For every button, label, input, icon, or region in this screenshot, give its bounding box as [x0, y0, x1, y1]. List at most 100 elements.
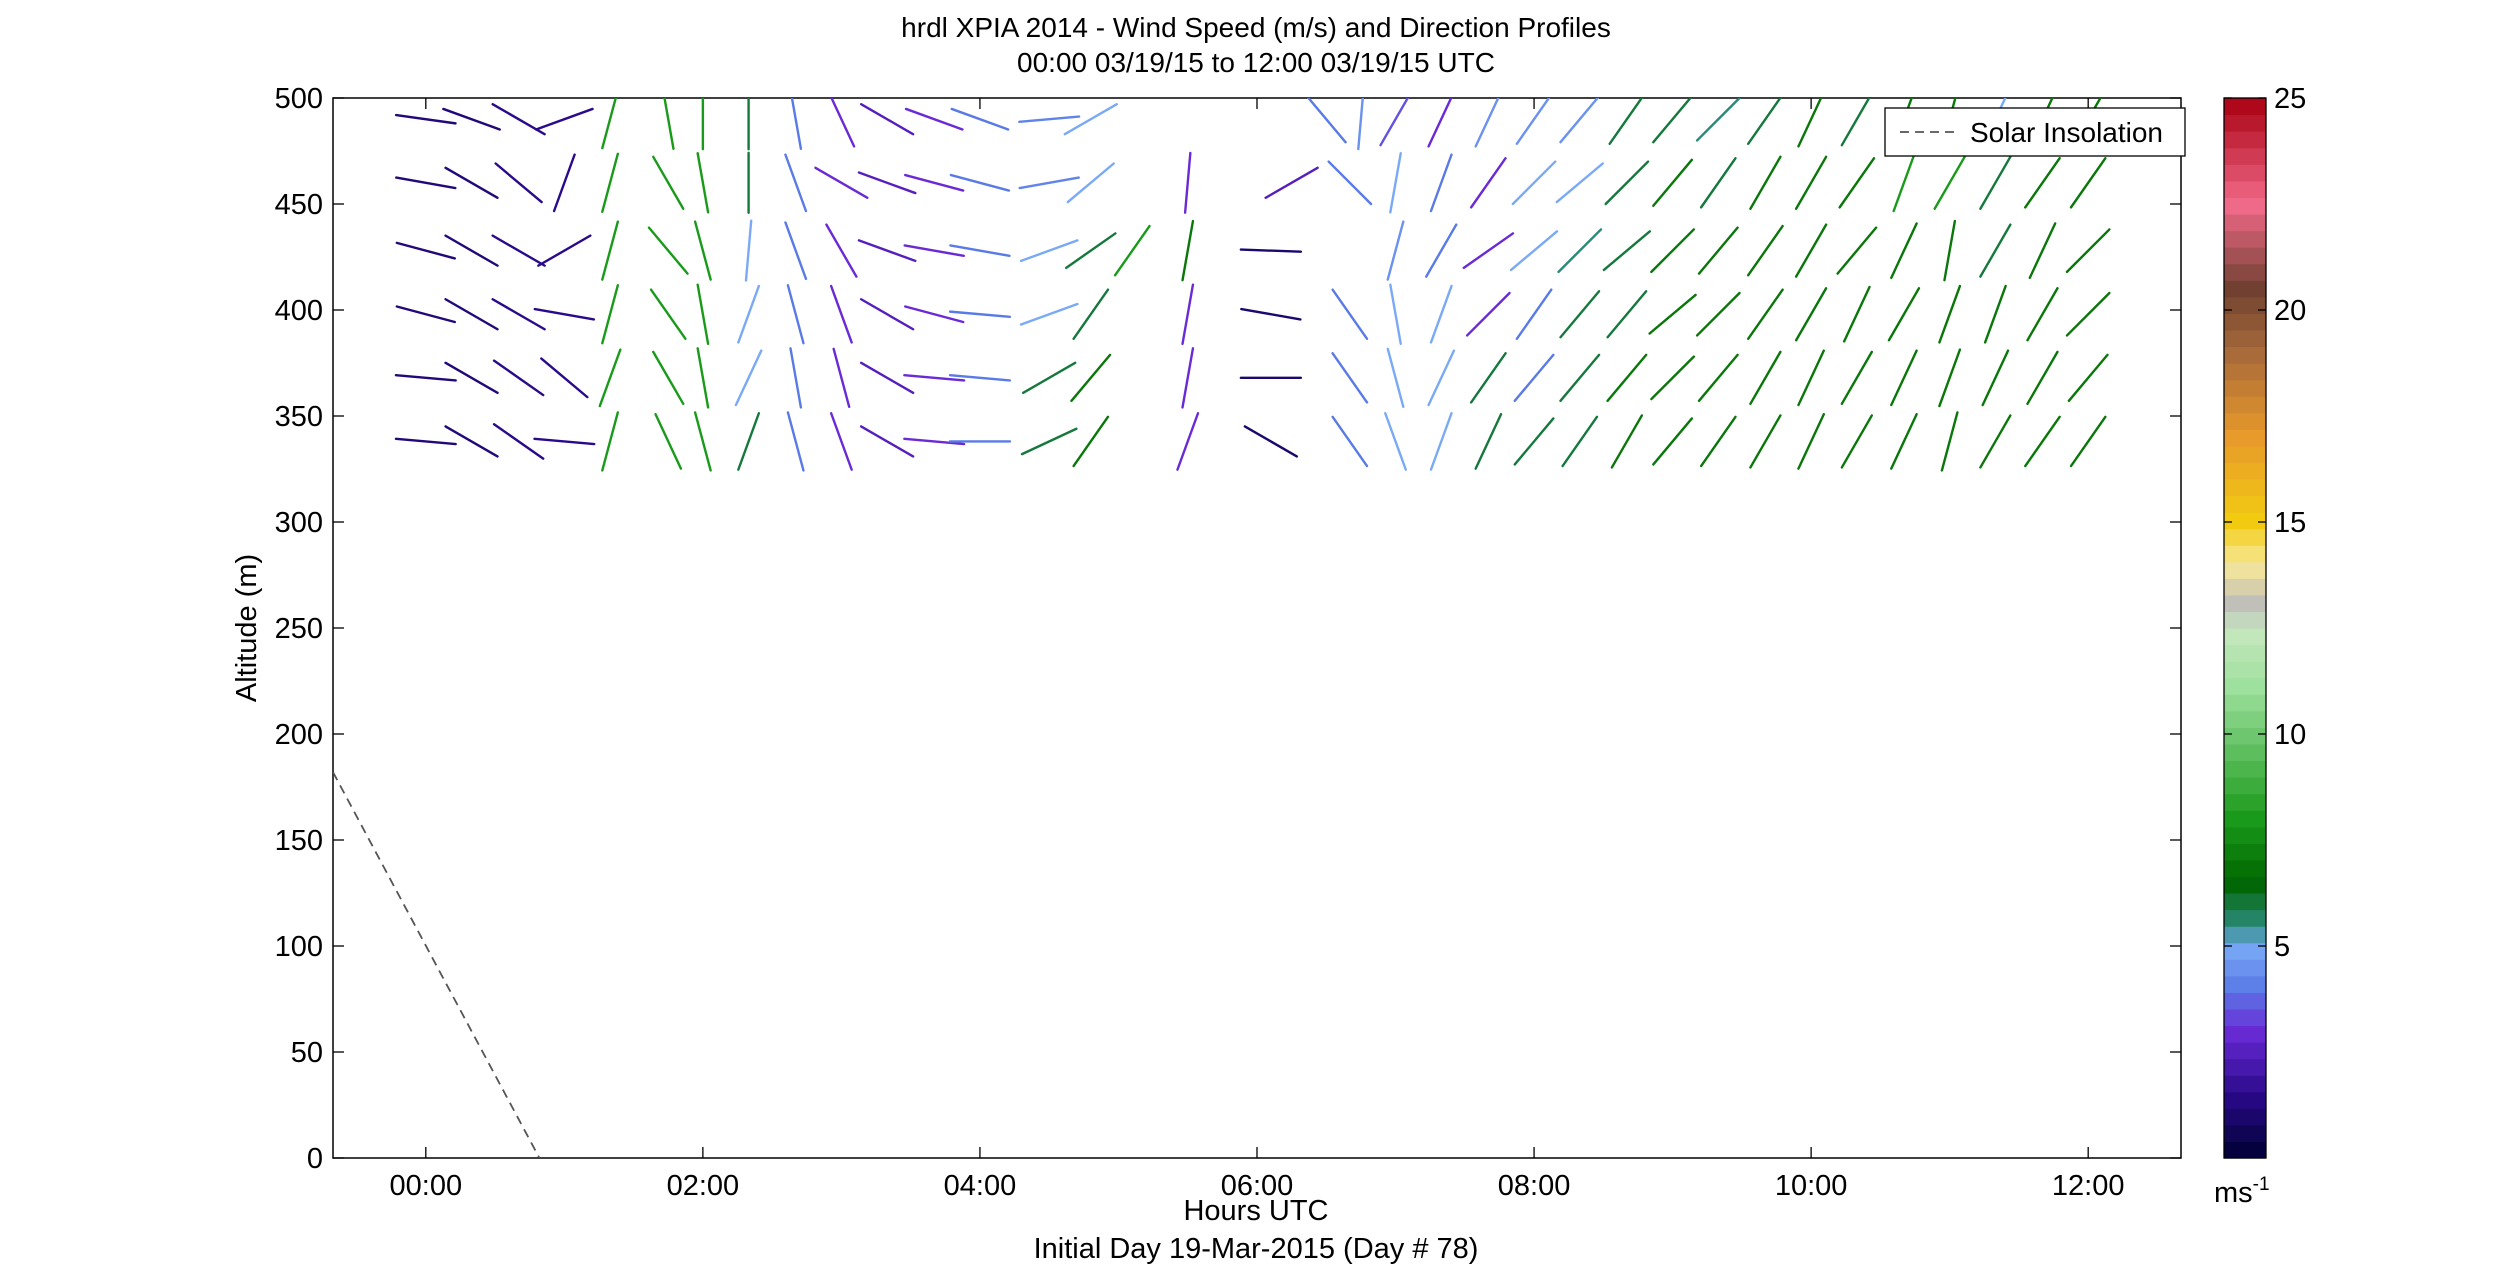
colorbar-unit: ms-1 [2214, 1174, 2270, 1209]
y-tick-label-2: 100 [275, 931, 323, 963]
colorbar-segment [2224, 462, 2266, 480]
wind-vector [1331, 288, 1369, 341]
colorbar-tick-label-2: 15 [2274, 507, 2306, 539]
wind-vector [1176, 412, 1200, 471]
wind-vector [1887, 287, 1921, 342]
wind-vector [1429, 153, 1453, 213]
wind-vector [1604, 160, 1650, 206]
wind-vector [814, 166, 869, 200]
wind-vector [1836, 226, 1878, 275]
colorbar-segment [2224, 528, 2266, 546]
wind-vector [1513, 417, 1555, 466]
wind-vector [1940, 411, 1959, 472]
colorbar-unit-base: ms [2214, 1177, 2253, 1209]
wind-vector [1557, 228, 1603, 274]
y-tick-label-9: 450 [275, 189, 323, 221]
wind-vector [1066, 162, 1115, 204]
colorbar-frame [2223, 97, 2267, 1159]
wind-vector [1018, 176, 1080, 190]
solar-insolation-line [333, 771, 541, 1158]
wind-vector [904, 305, 965, 324]
wind-vector [1747, 224, 1784, 277]
wind-vector [949, 244, 1011, 258]
wind-vector [444, 166, 499, 200]
wind-vector [395, 305, 456, 324]
wind-vector [1697, 353, 1739, 403]
wind-vector [1427, 98, 1453, 148]
wind-vector [1327, 160, 1373, 206]
wind-vector [1072, 288, 1110, 341]
legend: Solar Insolation [1884, 107, 2186, 157]
wind-vector [1555, 162, 1604, 204]
wind-vector [444, 234, 499, 267]
wind-vector [1469, 157, 1507, 209]
wind-vector [601, 411, 620, 472]
wind-vector [1890, 413, 1918, 470]
colorbar-segment [2224, 1108, 2266, 1126]
wind-vector [1181, 347, 1195, 409]
wind-vector [394, 113, 457, 125]
colorbar-segment [2224, 992, 2266, 1010]
colorbar-segment [2224, 545, 2266, 563]
wind-vector [1379, 98, 1410, 147]
wind-vector [696, 283, 710, 345]
wind-vector [1070, 353, 1112, 403]
wind-vector [1243, 425, 1299, 458]
colorbar-segment [2224, 561, 2266, 579]
y-tick-label-1: 50 [291, 1037, 323, 1069]
wind-vector [1794, 287, 1828, 342]
wind-vector [1239, 248, 1303, 253]
colorbar-segment [2224, 760, 2266, 778]
wind-vector [1181, 219, 1195, 282]
colorbar-segment [2224, 445, 2266, 463]
wind-vector [1513, 353, 1555, 403]
wind-vector [857, 171, 917, 195]
y-tick-label-4: 200 [275, 719, 323, 751]
colorbar-segment [2224, 429, 2266, 447]
colorbar-tick-label-4: 25 [2274, 83, 2306, 115]
wind-vector [1697, 226, 1739, 275]
wind-vector [2069, 415, 2107, 468]
colorbar-segment [2224, 1141, 2266, 1159]
wind-vector [1064, 232, 1117, 270]
chart-subtitle: 00:00 03/19/15 to 12:00 03/19/15 UTC [1017, 47, 1495, 78]
wind-vector [784, 221, 808, 281]
colorbar-segment [2224, 661, 2266, 679]
wind-vector [533, 437, 596, 446]
wind-vector [1652, 158, 1694, 207]
wind-vector [534, 107, 594, 131]
wind-vector [540, 357, 589, 399]
colorbar-segment [2224, 578, 2266, 596]
wind-vector [652, 155, 685, 210]
plot-area [332, 97, 2182, 1159]
colorbar-tick-label-1: 10 [2274, 719, 2306, 751]
wind-vector [1331, 415, 1369, 468]
wind-vector [859, 298, 915, 331]
wind-vector [1838, 157, 1876, 209]
wind-vector [1695, 291, 1741, 337]
wind-vector [859, 425, 915, 458]
colorbar-segment [2224, 959, 2266, 977]
wind-vector [903, 244, 965, 258]
colorbar-segment [2224, 263, 2266, 281]
colorbar-segment [2224, 628, 2266, 646]
wind-vector [1842, 285, 1871, 343]
colorbar-segment [2224, 743, 2266, 762]
wind-vector [1892, 153, 1916, 213]
wind-vector [949, 173, 1011, 192]
wind-vector [442, 107, 501, 131]
colorbar-segment [2224, 1124, 2266, 1143]
wind-vector [1386, 347, 1405, 409]
wind-vector [948, 310, 1012, 319]
wind-vector [786, 411, 805, 472]
wind-vector [1747, 288, 1784, 341]
wind-vector [1648, 293, 1697, 335]
colorbar-segment [2224, 876, 2266, 894]
y-tick-label-5: 250 [275, 613, 323, 645]
wind-vector [1559, 353, 1601, 403]
wind-vector [1384, 412, 1407, 471]
wind-vector [598, 348, 622, 408]
x-axis-label: Hours UTC [1183, 1195, 1328, 1227]
colorbar-segment [2224, 230, 2266, 248]
colorbar-segment [2224, 180, 2266, 198]
